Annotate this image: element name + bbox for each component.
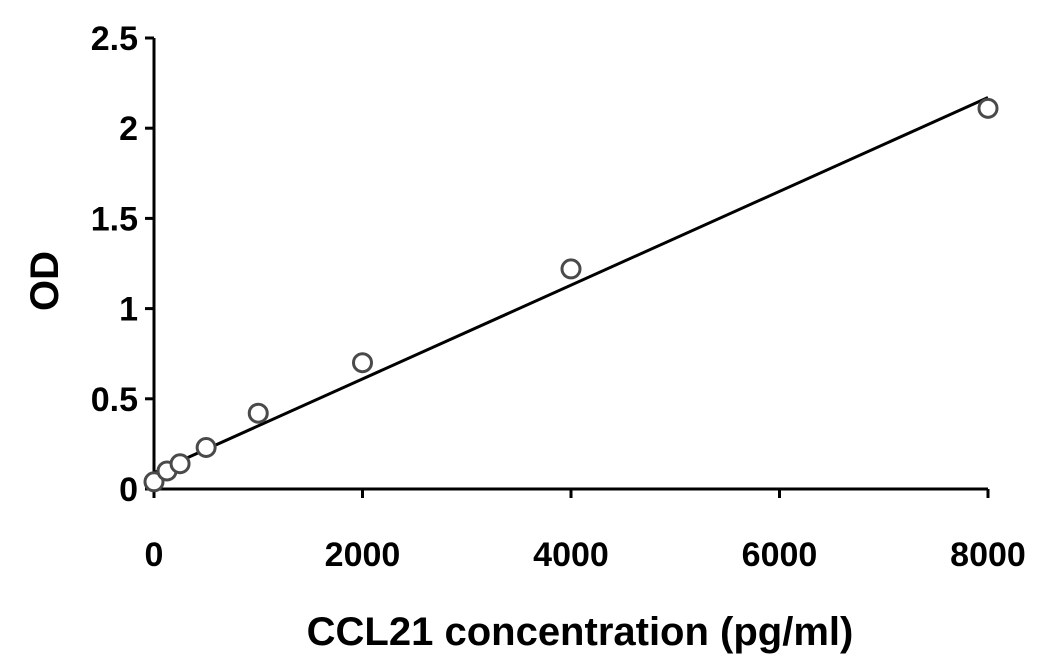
y-ticks: 0 0.5 1 1.5 2 2.5 (91, 20, 154, 509)
x-tick-label: 4000 (533, 536, 609, 574)
trendline-layer (153, 96, 989, 475)
x-tick-label: 6000 (742, 536, 818, 574)
data-point (247, 402, 269, 424)
data-point (560, 258, 582, 280)
y-tick-label: 0 (119, 471, 138, 509)
y-axis-title: OD (23, 251, 67, 311)
x-axis-title: CCL21 concentration (pg/ml) (307, 610, 854, 654)
y-tick-label: 1 (119, 291, 138, 329)
data-point (169, 453, 191, 475)
y-tick-label: 2 (119, 110, 138, 148)
y-tick-label: 2.5 (91, 20, 138, 58)
y-tick-label: 1.5 (91, 200, 138, 238)
y-tick-label: 0.5 (91, 381, 138, 419)
x-tick-label: 0 (145, 536, 164, 574)
x-tick-label: 2000 (325, 536, 401, 574)
x-tick-label: 8000 (950, 536, 1026, 574)
data-points (143, 97, 999, 493)
x-ticks: 0 2000 4000 6000 8000 (145, 489, 1026, 574)
data-point (352, 352, 373, 374)
data-point (195, 437, 217, 459)
plot-area: 0 0.5 1 1.5 2 2.5 0 2000 4000 6000 8000 (91, 20, 1026, 574)
data-point (977, 97, 999, 119)
linear-fit-line (153, 96, 989, 475)
data-point (143, 471, 165, 493)
